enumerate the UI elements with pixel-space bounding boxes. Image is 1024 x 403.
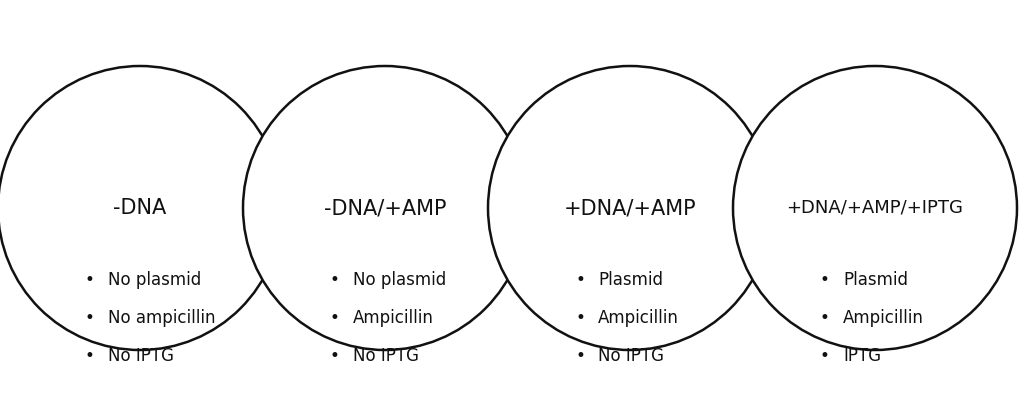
Text: •: • [575, 309, 585, 327]
Text: •: • [575, 271, 585, 289]
Text: Ampicillin: Ampicillin [598, 309, 679, 327]
Text: -DNA/+AMP: -DNA/+AMP [324, 198, 446, 218]
Text: •: • [85, 309, 95, 327]
Text: •: • [85, 347, 95, 365]
Text: •: • [820, 309, 829, 327]
Text: -DNA: -DNA [114, 198, 167, 218]
Text: Ampicillin: Ampicillin [353, 309, 434, 327]
Circle shape [243, 66, 527, 350]
Text: No IPTG: No IPTG [598, 347, 664, 365]
Text: •: • [330, 271, 340, 289]
Circle shape [488, 66, 772, 350]
Text: +DNA/+AMP/+IPTG: +DNA/+AMP/+IPTG [786, 199, 964, 217]
Text: No IPTG: No IPTG [108, 347, 174, 365]
Text: •: • [820, 271, 829, 289]
Text: Ampicillin: Ampicillin [843, 309, 924, 327]
Text: No IPTG: No IPTG [353, 347, 419, 365]
Text: No plasmid: No plasmid [353, 271, 446, 289]
Text: •: • [575, 347, 585, 365]
Text: •: • [330, 309, 340, 327]
Text: No plasmid: No plasmid [108, 271, 202, 289]
Text: •: • [820, 347, 829, 365]
Text: No ampicillin: No ampicillin [108, 309, 215, 327]
Text: •: • [85, 271, 95, 289]
Text: Plasmid: Plasmid [843, 271, 908, 289]
Text: •: • [330, 347, 340, 365]
Circle shape [0, 66, 282, 350]
Text: +DNA/+AMP: +DNA/+AMP [563, 198, 696, 218]
Text: IPTG: IPTG [843, 347, 881, 365]
Circle shape [733, 66, 1017, 350]
Text: Plasmid: Plasmid [598, 271, 663, 289]
